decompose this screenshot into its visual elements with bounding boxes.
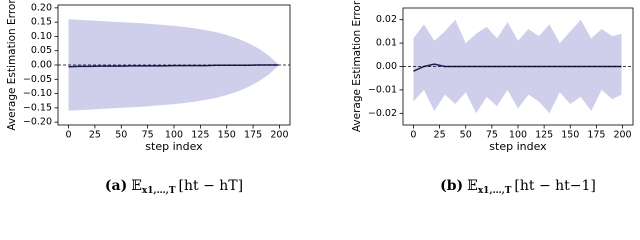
y-tick-label: 0.01 — [376, 38, 397, 49]
y-axis-label: Average Estimation Error — [6, 0, 18, 131]
x-tick-label: 25 — [89, 130, 101, 141]
x-axis-label: step index — [489, 140, 547, 153]
figure: 0 25 50 75 100 125 150 175 200 −0.20 −0.15 −0.10 −0.… — [6, 0, 634, 196]
y-tick-label: 0.02 — [376, 14, 397, 25]
y-tick-label: −0.10 — [23, 88, 52, 99]
caption: (a) 𝔼x1,…,T [ht − hT] — [105, 178, 243, 196]
caption-body: [ht − hT] — [179, 178, 244, 194]
caption-subscript: x1,…,T — [478, 186, 512, 196]
y-tick-label: 0.15 — [31, 17, 52, 28]
x-tick-label: 100 — [509, 130, 527, 141]
caption-label: (a) — [105, 178, 127, 194]
y-tick-label: −0.05 — [23, 74, 52, 85]
caption-subscript: x1,…,T — [142, 186, 176, 196]
x-tick-label: 200 — [613, 130, 631, 141]
x-tick-label: 125 — [535, 130, 553, 141]
y-tick-label: −0.02 — [368, 108, 397, 119]
caption-operator: 𝔼 — [467, 178, 478, 194]
y-tick-label: 0.10 — [31, 31, 52, 42]
caption-operator: 𝔼 — [131, 178, 142, 194]
y-tick-label: −0.01 — [368, 84, 397, 95]
x-tick-label: 150 — [218, 130, 236, 141]
x-axis-label: step index — [145, 140, 203, 153]
x-tick-label: 75 — [486, 130, 498, 141]
x-tick-label: 150 — [561, 130, 579, 141]
y-axis-label: Average Estimation Error — [351, 0, 363, 132]
y-tick-label: −0.15 — [23, 102, 52, 113]
y-tick-label: 0.20 — [31, 2, 52, 13]
y-tick-label: 0.00 — [376, 61, 397, 72]
x-tick-label: 50 — [115, 130, 127, 141]
y-tick-label: 0.05 — [31, 45, 52, 56]
x-tick-label: 0 — [410, 130, 416, 141]
x-tick-label: 75 — [142, 130, 154, 141]
caption-body: [ht − ht−1] — [514, 178, 595, 194]
page: 0 25 50 75 100 125 150 175 200 −0.20 −0.15 −0.10 −0.… — [6, 0, 634, 196]
x-tick-label: 175 — [587, 130, 605, 141]
caption: (b) 𝔼x1,…,T [ht − ht−1] — [440, 178, 596, 196]
caption-label: (b) — [440, 178, 463, 194]
x-tick-label: 25 — [434, 130, 446, 141]
y-tick-label: 0.00 — [31, 60, 52, 71]
x-tick-label: 200 — [270, 130, 288, 141]
y-tick-label: −0.20 — [23, 117, 52, 128]
x-tick-label: 175 — [244, 130, 262, 141]
x-tick-label: 0 — [66, 130, 72, 141]
x-tick-label: 125 — [191, 130, 209, 141]
x-tick-label: 50 — [460, 130, 472, 141]
x-tick-label: 100 — [165, 130, 183, 141]
